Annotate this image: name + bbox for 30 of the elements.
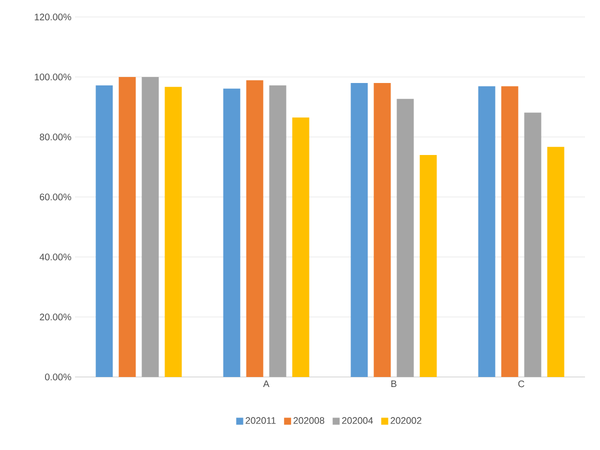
bar	[164, 86, 182, 377]
y-tick-label: 80.00%	[40, 134, 72, 140]
bar	[292, 117, 310, 377]
bar	[396, 98, 414, 377]
bar	[350, 82, 368, 377]
bar	[223, 88, 240, 377]
bar	[118, 76, 136, 377]
bar	[547, 146, 564, 377]
bar	[420, 154, 437, 377]
x-tick-label: B	[391, 380, 396, 388]
legend-label: 202004	[342, 417, 373, 424]
bar	[269, 85, 286, 377]
y-tick-label: 120.00%	[34, 14, 72, 20]
legend-label: 202011	[246, 417, 276, 424]
bar	[142, 76, 159, 377]
x-tick-label: C	[518, 380, 524, 388]
y-tick-label: 60.00%	[40, 194, 72, 200]
legend-label: 202002	[390, 417, 422, 424]
y-tick-label: 40.00%	[40, 254, 72, 260]
bar	[96, 85, 113, 377]
y-tick-label: 0.00%	[45, 374, 72, 380]
x-tick-label: A	[263, 380, 270, 388]
bar	[246, 80, 264, 377]
y-tick-label: 20.00%	[40, 314, 72, 320]
bar	[478, 86, 496, 377]
bar	[501, 86, 518, 377]
y-tick-label: 100.00%	[34, 74, 72, 80]
bar	[524, 112, 542, 377]
bar	[374, 82, 391, 377]
legend-label: 202008	[294, 417, 324, 424]
